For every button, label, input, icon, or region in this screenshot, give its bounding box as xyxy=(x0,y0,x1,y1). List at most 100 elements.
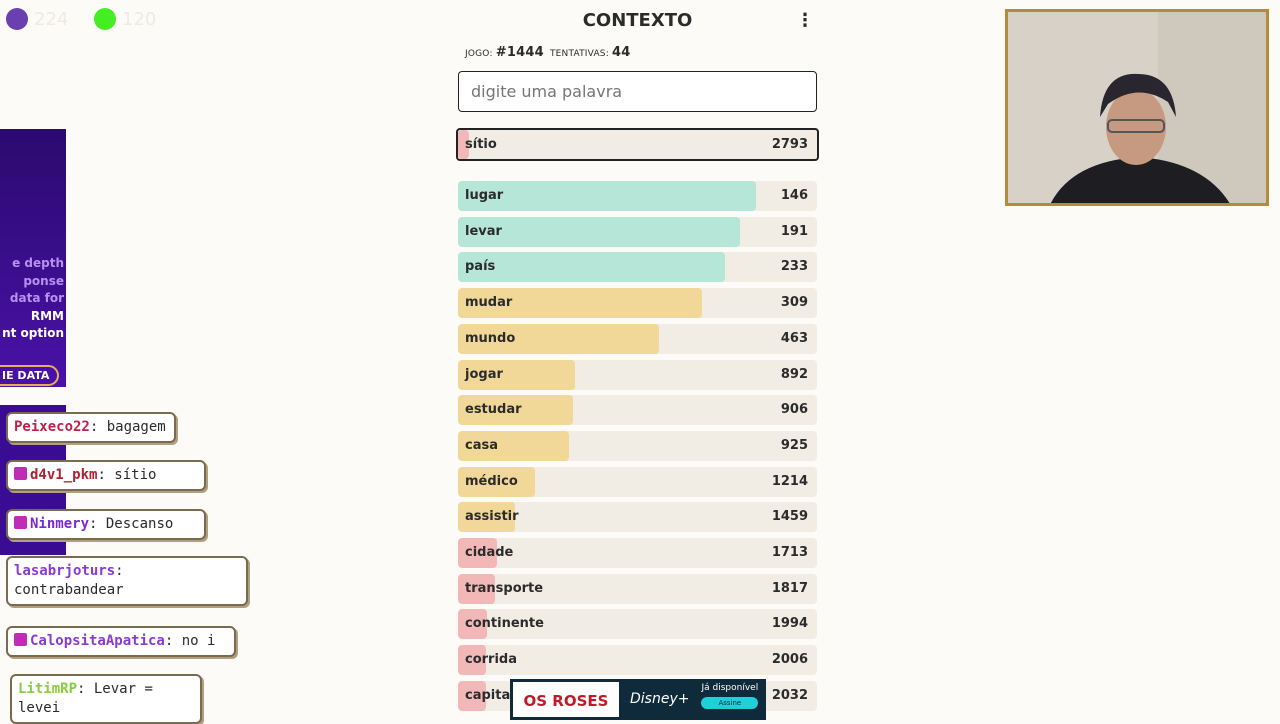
guess-word: mudar xyxy=(465,295,513,311)
stat-value: 224 xyxy=(34,8,69,30)
ad-text-line: data for xyxy=(9,291,64,305)
chat-colon: : xyxy=(77,681,94,697)
guess-word: capital xyxy=(465,687,515,703)
guess-fill xyxy=(458,395,573,426)
chat-message: d4v1_pkm: sítio xyxy=(6,460,206,491)
guess-fill xyxy=(458,645,486,676)
guess-rank: 2006 xyxy=(771,652,808,668)
guess-row: país 233 xyxy=(458,252,817,283)
guess-rank: 1214 xyxy=(771,473,808,489)
chat-message: LitimRP: Levar = levei xyxy=(10,674,202,724)
guess-rank: 1994 xyxy=(771,616,808,632)
chat-username[interactable]: LitimRP xyxy=(18,681,78,697)
guess-word: médico xyxy=(465,473,518,489)
game-title: CONTEXTO xyxy=(582,10,693,31)
chat-text: Levar = levei xyxy=(18,681,153,716)
guess-word: continente xyxy=(465,616,544,632)
guess-rank: 191 xyxy=(780,223,808,239)
guess-fill xyxy=(458,430,570,461)
guess-rank: 146 xyxy=(780,188,808,203)
guess-rank: 233 xyxy=(780,259,808,275)
chat-username[interactable]: CalopsitaApatica xyxy=(30,633,165,649)
attempts-label: TENTATIVAS: xyxy=(549,49,609,59)
guess-rank: 925 xyxy=(780,437,808,453)
guess-row: casa 925 xyxy=(458,430,817,461)
word-input[interactable] xyxy=(458,71,817,112)
guess-row: médico 1214 xyxy=(458,466,817,497)
chat-colon: : xyxy=(97,467,115,483)
guess-rank: 1817 xyxy=(771,580,808,596)
guess-fill xyxy=(458,216,740,247)
stat-2: 120 xyxy=(94,8,156,30)
subscriber-badge-icon xyxy=(14,516,27,529)
ad-subscribe-button[interactable]: Assine xyxy=(701,697,759,709)
game-label: JOGO: xyxy=(465,49,493,59)
guess-word: jogar xyxy=(465,366,503,382)
guess-fill xyxy=(458,466,536,497)
guess-rank: 906 xyxy=(780,402,808,418)
guess-fill xyxy=(458,323,660,354)
guess-rank: 309 xyxy=(780,295,808,311)
chat-text: bagagem xyxy=(106,419,166,435)
guess-row: estudar 906 xyxy=(458,395,817,426)
webcam-overlay xyxy=(1005,9,1269,206)
guess-fill xyxy=(458,288,703,319)
guess-fill xyxy=(458,359,575,390)
guess-row: cidade 1713 xyxy=(458,538,817,568)
streamer-video xyxy=(1008,12,1266,203)
guess-fill xyxy=(458,252,726,283)
guess-fill xyxy=(458,680,486,711)
guess-rank: 2032 xyxy=(771,687,808,703)
chat-colon: : xyxy=(164,633,182,649)
chat-colon: : xyxy=(89,419,107,435)
subscriber-badge-icon xyxy=(14,633,27,646)
subscriber-badge-icon xyxy=(14,467,27,480)
chat-username[interactable]: lasabrjoturs xyxy=(14,563,116,579)
guess-fill xyxy=(458,573,495,604)
chat-text: no i xyxy=(181,633,216,649)
guess-rank: 463 xyxy=(780,330,808,346)
chat-text: Descanso xyxy=(105,516,174,532)
ad-text-line: nt option xyxy=(2,326,64,340)
guess-rank: 892 xyxy=(780,366,808,382)
guess-rank: 1713 xyxy=(771,545,808,560)
ad-brand: Disney+ xyxy=(630,691,690,707)
guess-row: corrida 2006 xyxy=(458,645,817,676)
more-menu-icon[interactable]: ⋮ xyxy=(796,10,814,31)
ad-cta-button[interactable]: IE DATA xyxy=(0,365,60,386)
stat-dot xyxy=(6,8,28,30)
ad-right-text: Já disponível xyxy=(701,683,759,693)
chat-message: Ninmery: Descanso xyxy=(6,509,206,540)
stat-1: 224 xyxy=(6,8,68,30)
guess-word: corrida xyxy=(465,652,517,668)
guess-fill xyxy=(458,609,487,640)
guess-row: mudar 309 xyxy=(458,288,817,319)
guess-word: estudar xyxy=(465,402,522,418)
guess-row: transporte 1817 xyxy=(458,573,817,604)
chat-colon: : xyxy=(89,516,106,532)
left-ad-banner[interactable]: e depth ponse data for RMM nt option IE DATA xyxy=(0,129,66,387)
ad-text-line: ponse xyxy=(23,273,64,288)
guess-fill xyxy=(458,181,756,211)
guess-word: transporte xyxy=(465,580,544,596)
guess-row: mundo 463 xyxy=(458,323,817,354)
chat-username[interactable]: d4v1_pkm xyxy=(30,467,98,483)
guess-word: casa xyxy=(465,437,498,453)
guess-row: assistir 1459 xyxy=(458,502,817,533)
game-number: #1444 xyxy=(495,45,544,60)
guess-word: cidade xyxy=(465,545,514,560)
chat-username[interactable]: Peixeco22 xyxy=(14,419,90,435)
bottom-ad-banner[interactable]: OS ROSES Disney+ Já disponível Assine xyxy=(510,679,766,720)
chat-username[interactable]: Ninmery xyxy=(30,516,90,532)
ad-left-text: OS ROSES xyxy=(510,679,622,720)
guess-fill xyxy=(458,130,469,159)
chat-colon: : xyxy=(115,563,124,579)
guess-row: lugar 146 xyxy=(458,181,817,211)
guess-fill xyxy=(458,502,516,533)
current-guess: sítio 2793 xyxy=(456,128,819,161)
guess-word: país xyxy=(465,259,496,275)
guess-rank: 2793 xyxy=(771,137,808,152)
stat-value: 120 xyxy=(122,8,157,30)
guess-fill xyxy=(458,538,498,568)
ad-text-line: e depth xyxy=(12,256,64,270)
